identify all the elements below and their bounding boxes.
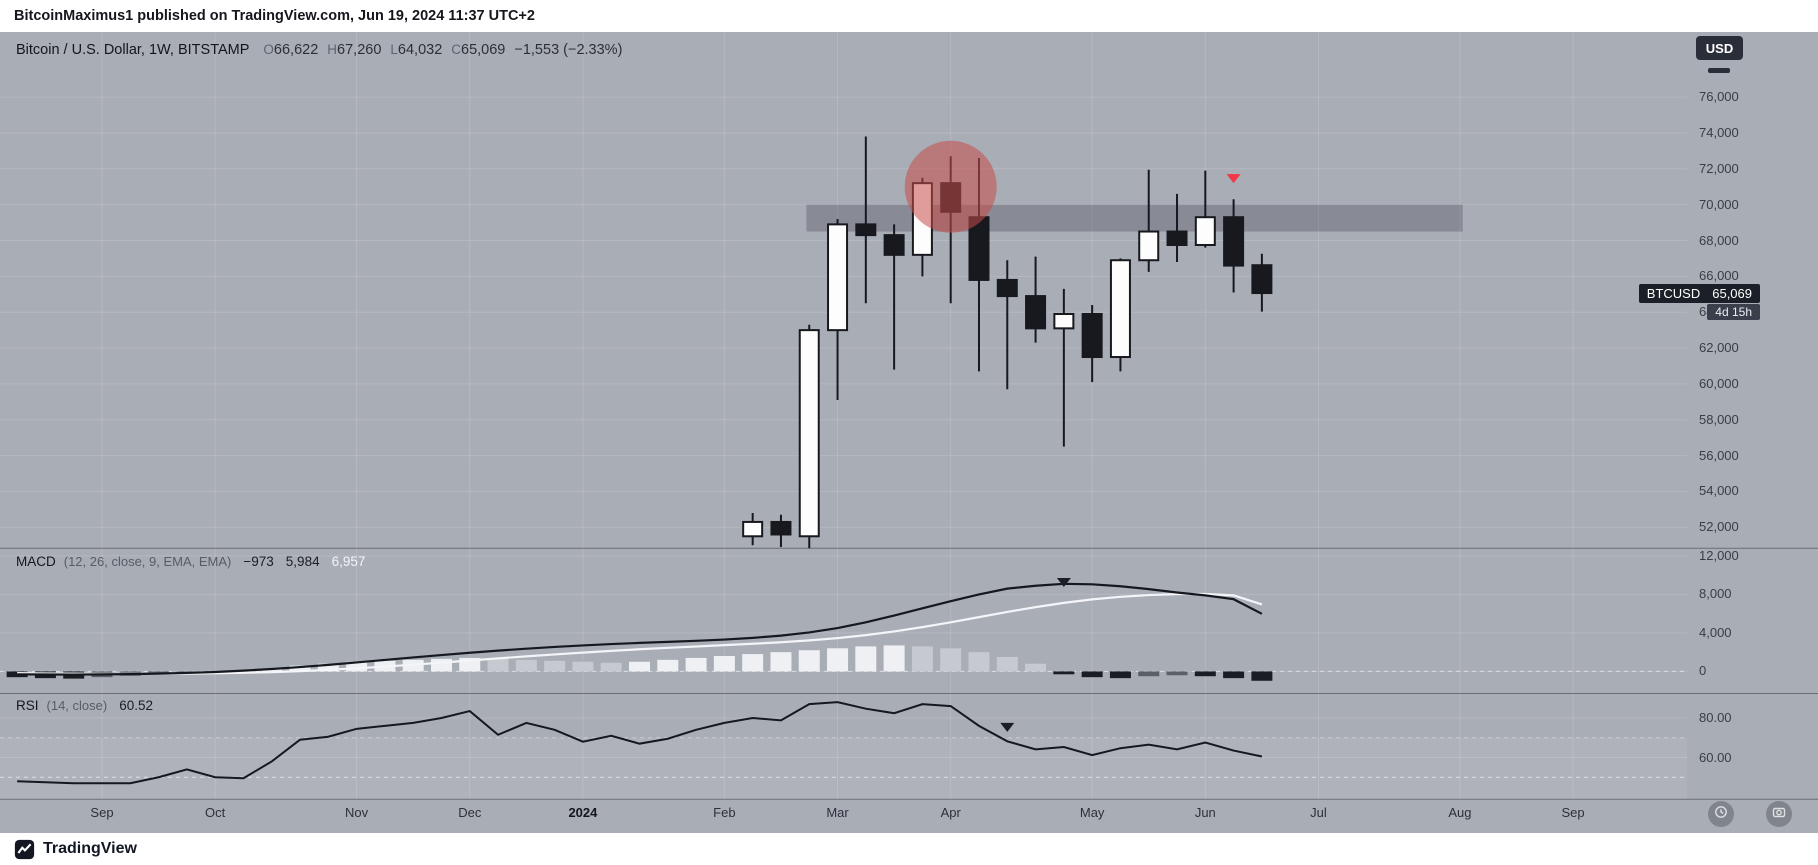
rsi-line: [17, 701, 1263, 785]
price-tick-label: 60,000: [1699, 375, 1739, 391]
rsi-params: (14, close): [46, 698, 108, 713]
price-scale[interactable]: 76,00074,00072,00070,00068,00066,00064,0…: [1687, 32, 1818, 799]
candles: [742, 136, 1273, 549]
ohlc-close: C65,069: [451, 42, 505, 58]
macd-tick-label: 4,000: [1699, 624, 1732, 640]
symbol-price-label: BTCUSD 65,069 4d 15h: [1638, 283, 1760, 320]
time-tick-label: Sep: [90, 805, 114, 820]
ohlc-open: O66,622: [263, 42, 318, 58]
time-tick-label: May: [1079, 805, 1105, 820]
time-tick-label: Mar: [826, 805, 849, 820]
rsi-value: 60.52: [119, 698, 154, 713]
rsi-tick-label: 60.00: [1699, 749, 1732, 765]
brand-name: TradingView: [43, 840, 137, 857]
time-tick-label: Feb: [713, 805, 736, 820]
time-tick-label: Oct: [205, 805, 226, 820]
time-tick-label: Sep: [1561, 805, 1585, 820]
macd-line: [17, 582, 1263, 676]
time-tick-label: Nov: [345, 805, 369, 820]
price-tick-label: 68,000: [1699, 232, 1739, 248]
close-label: C: [451, 42, 462, 57]
tradingview-logo-icon: [14, 839, 35, 860]
rsi-legend: RSI (14, close) 60.52: [16, 698, 153, 713]
close-value: 65,069: [461, 42, 506, 58]
rsi-marker-icon: [1000, 722, 1015, 732]
symbol-legend: Bitcoin / U.S. Dollar, 1W, BITSTAMP O66,…: [16, 42, 622, 58]
time-tick-label: 2024: [568, 805, 598, 820]
open-label: O: [263, 42, 274, 57]
price-marker-icon: [1226, 174, 1241, 184]
countdown-label: 4d 15h: [1707, 303, 1760, 320]
high-value: 67,260: [337, 42, 382, 58]
change-value: −1,553 (−2.33%): [514, 42, 623, 58]
price-tick-label: 76,000: [1699, 89, 1739, 105]
time-tick-label: Aug: [1448, 805, 1472, 820]
currency-button[interactable]: USD: [1696, 36, 1743, 60]
low-label: L: [390, 42, 398, 57]
open-value: 66,622: [273, 42, 319, 58]
macd-tick-label: 0: [1699, 663, 1707, 679]
macd-marker-icon: [1056, 578, 1071, 588]
time-scale[interactable]: Sep Oct Nov Dec 2024 Feb Mar Apr May Jun Jul Aug Sep: [0, 799, 1687, 833]
floating-button-2[interactable]: [1766, 801, 1792, 827]
time-tick-label: Apr: [940, 805, 961, 820]
ohlc-values: O66,622 H67,260 L64,032 C65,069 −1,553 (…: [263, 42, 622, 58]
macd-histogram: [6, 645, 1273, 681]
price-label-symbol: BTCUSD: [1646, 285, 1701, 301]
price-tick-label: 66,000: [1699, 268, 1739, 284]
footer: TradingView: [0, 833, 1818, 865]
rsi-tick-label: 80.00: [1699, 709, 1732, 725]
macd-tick-label: 8,000: [1699, 586, 1732, 602]
rsi-title: RSI: [16, 698, 39, 713]
macd-line-value: 5,984: [285, 554, 320, 569]
highlight-circle: [904, 140, 997, 233]
resistance-zone[interactable]: [806, 204, 1463, 232]
time-tick-label: Jun: [1194, 805, 1216, 820]
chart-plot[interactable]: [0, 32, 1818, 833]
publish-text: BitcoinMaximus1 published on TradingView…: [14, 8, 535, 24]
camera-icon: [1772, 805, 1786, 824]
time-tick-label: Jul: [1310, 805, 1327, 820]
clock-icon: [1714, 805, 1728, 824]
high-label: H: [327, 42, 338, 57]
grid-lines: [0, 32, 1687, 800]
macd-legend: MACD (12, 26, close, 9, EMA, EMA) −973 5…: [16, 554, 365, 569]
macd-tick-label: 12,000: [1699, 547, 1739, 563]
time-tick-label: Dec: [458, 805, 482, 820]
price-tick-label: 70,000: [1699, 196, 1739, 212]
price-tick-label: 62,000: [1699, 340, 1739, 356]
price-scale-handle[interactable]: [1708, 68, 1730, 73]
ohlc-low: L64,032: [390, 42, 442, 58]
price-label-row: BTCUSD 65,069: [1638, 283, 1760, 303]
floating-button-1[interactable]: [1708, 801, 1734, 827]
macd-signal-line: [17, 592, 1263, 675]
low-value: 64,032: [397, 42, 443, 58]
publish-header: BitcoinMaximus1 published on TradingView…: [0, 0, 1818, 32]
macd-params: (12, 26, close, 9, EMA, EMA): [63, 554, 232, 569]
price-tick-label: 56,000: [1699, 447, 1739, 463]
price-tick-label: 52,000: [1699, 519, 1739, 535]
chart-area: 76,000 74,000 72,000 70,000 68,000 66,000 64,0…: [0, 32, 1818, 833]
price-tick-label: 54,000: [1699, 483, 1739, 499]
macd-histogram-value: −973: [243, 554, 274, 569]
price-tick-label: 72,000: [1699, 160, 1739, 176]
macd-title: MACD: [16, 554, 56, 569]
symbol-title: Bitcoin / U.S. Dollar, 1W, BITSTAMP: [16, 42, 250, 58]
price-tick-label: 58,000: [1699, 411, 1739, 427]
ohlc-high: H67,260: [327, 42, 381, 58]
macd-signal-value: 6,957: [331, 554, 366, 569]
price-tick-label: 74,000: [1699, 124, 1739, 140]
price-label-value: 65,069: [1712, 285, 1752, 301]
rsi-band: [0, 737, 1687, 800]
